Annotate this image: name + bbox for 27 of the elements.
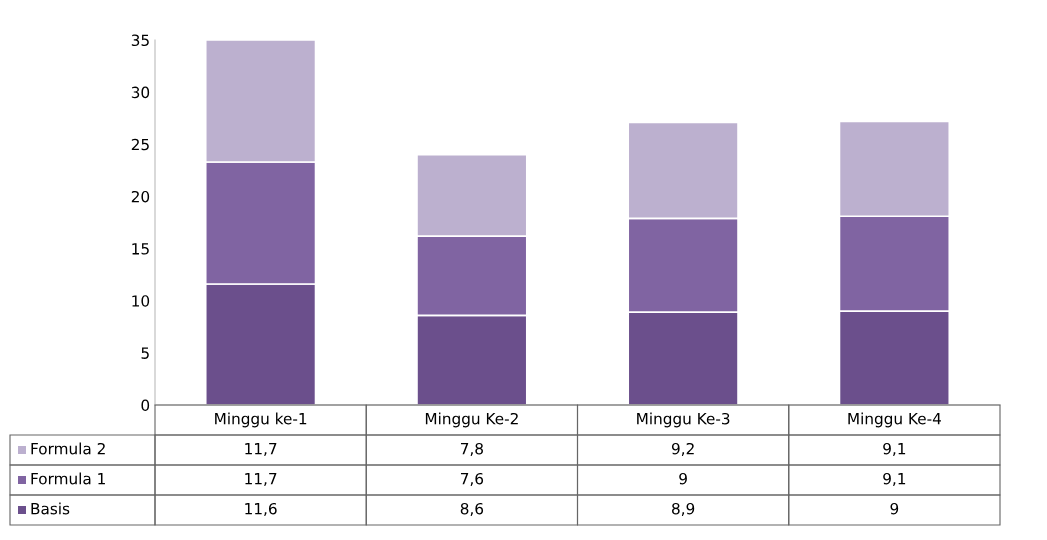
- data-label: 9: [890, 502, 899, 515]
- y-tick-label: 0: [141, 399, 150, 412]
- y-tick-label: 15: [132, 243, 149, 255]
- x-tick-label: Minggu ke-1: [215, 412, 307, 428]
- data-label: 11,7: [245, 443, 277, 456]
- data-label: 9: [679, 472, 687, 485]
- data-label: 8,6: [460, 502, 484, 516]
- y-tick-label: 10: [132, 295, 150, 307]
- data-label: 11,7: [245, 473, 277, 486]
- data-label: 8,9: [672, 502, 695, 516]
- data-label: 11,6: [245, 502, 277, 516]
- y-tick-label: 30: [131, 86, 150, 99]
- y-tick-label: 5: [141, 347, 149, 359]
- legend-label: Basis: [31, 502, 70, 515]
- data-label: 7,6: [460, 472, 484, 486]
- legend-label: Formula 2: [31, 442, 105, 455]
- data-label: 9,1: [883, 442, 906, 456]
- y-tick-label: 35: [131, 34, 149, 47]
- y-tick-label: 20: [131, 190, 150, 203]
- x-tick-label: Minggu Ke-4: [848, 412, 941, 428]
- data-label: 9,1: [883, 472, 906, 486]
- data-label: 9,2: [671, 442, 694, 456]
- y-tick-label: 25: [131, 138, 149, 151]
- data-label: 7,8: [460, 442, 483, 456]
- x-tick-label: Minggu Ke-3: [637, 412, 730, 428]
- legend-label: Formula 1: [31, 472, 105, 485]
- x-tick-label: Minggu Ke-2: [425, 412, 518, 428]
